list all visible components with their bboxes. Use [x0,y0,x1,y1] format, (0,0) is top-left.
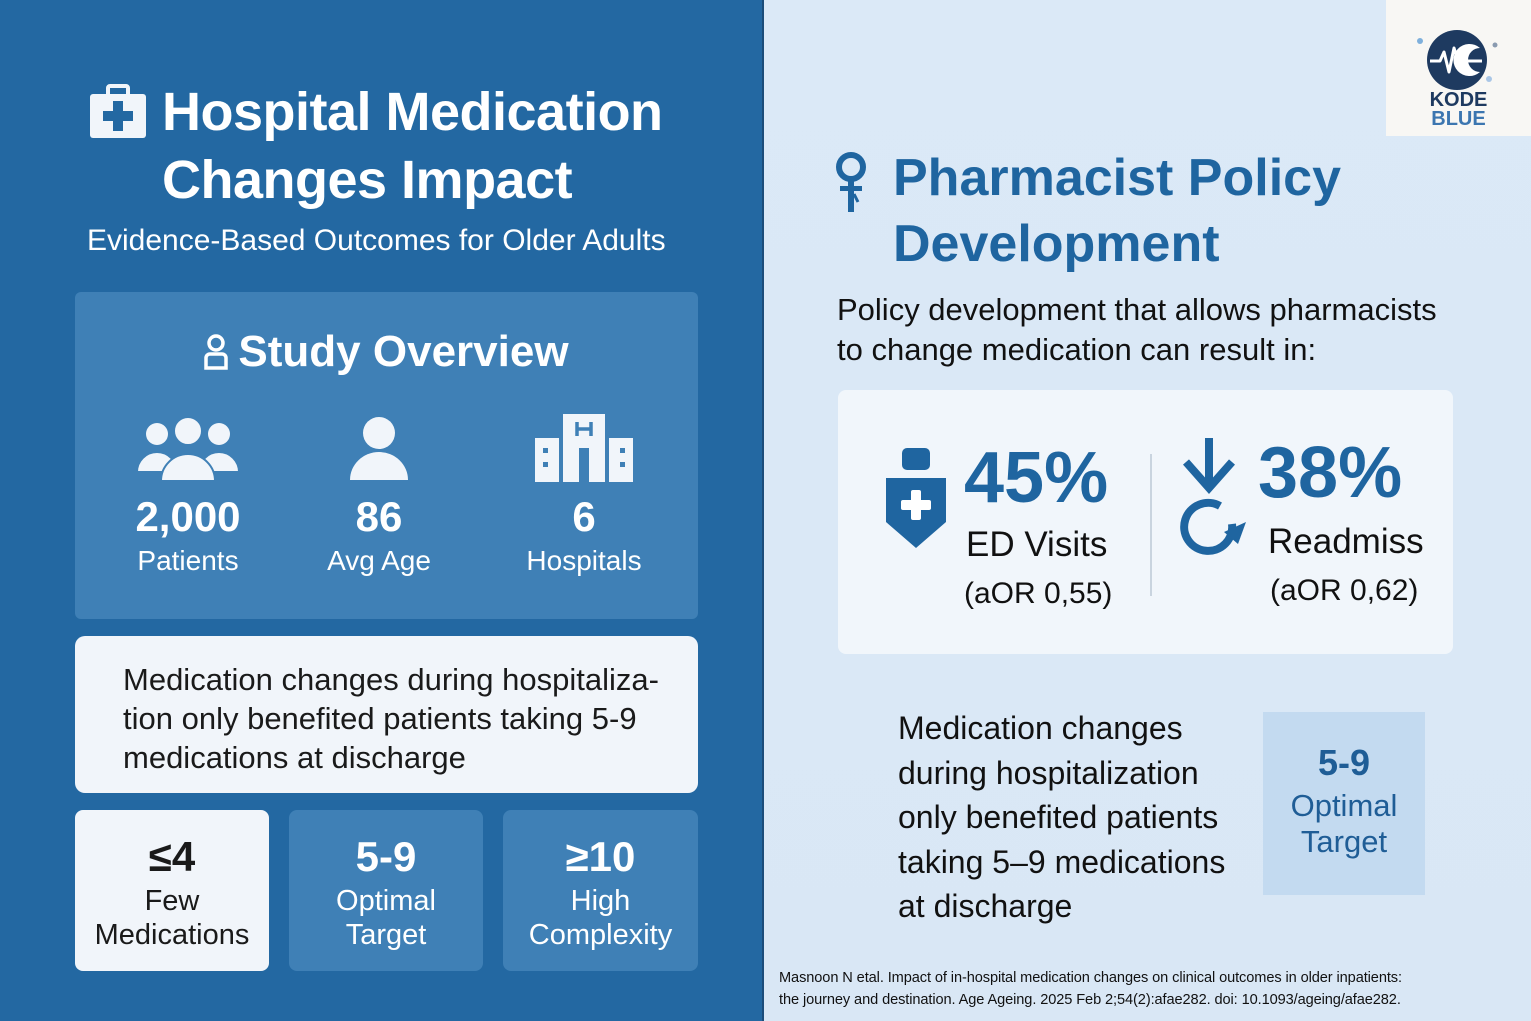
finding-line: Medication changes during hospitaliza- [123,662,659,697]
logo-text-blue: BLUE [1431,108,1486,130]
right-finding-text: Medication changes during hospitalizatio… [898,706,1248,929]
down-arrow-refresh-icon [1180,438,1246,555]
target-label: Target [1300,824,1388,859]
tier-label: High [570,885,631,917]
citation-line: the journey and destination. Age Ageing.… [779,992,1401,1008]
finding-card: Medication changes during hospitaliza- t… [75,636,698,793]
stat-avg-age: 86 Avg Age [279,410,479,578]
stat-value: 6 [572,493,596,540]
stat-patients: 2,000 Patients [88,410,288,578]
hospital-icon [535,414,633,482]
finding-line: at discharge [898,888,1073,924]
tier-label: Medications [94,919,250,951]
citation-line: Masnoon N etal. Impact of in-hospital me… [779,970,1402,986]
tier-label: Few [144,885,200,917]
shield-plus-icon [886,448,946,548]
user-outline-icon [204,334,229,370]
logo-text-kode: KODE [1429,89,1488,111]
finding-line: during hospitalization [898,754,1199,791]
tier-label: Complexity [528,919,673,951]
study-overview-card: Study Overview 2,000 Patients [75,292,698,619]
finding-line: medications at discharge [123,740,466,775]
stat-label: Patients [137,545,239,576]
finding-line: tion only benefited patients taking 5-9 [123,701,637,736]
ed-visits-label: ED Visits [966,525,1108,564]
policy-description: Policy development that allows pharmacis… [837,290,1477,370]
title-line-1: Hospital Medication [162,82,663,142]
citation: Masnoon N etal. Impact of in-hospital me… [779,967,1519,1011]
brand-logo: KODE BLUE [1386,0,1531,136]
description-line: Policy development that allows pharmacis… [837,292,1437,327]
tier-high-complexity: ≥10 High Complexity [503,810,698,971]
readmission-aor: (aOR 0,62) [1270,574,1419,607]
ed-visits-aor: (aOR 0,55) [964,577,1113,610]
tier-few-medications: ≤4 Few Medications [75,810,269,971]
tier-optimal-target: 5-9 Optimal Target [289,810,483,971]
readmission-label: Readmiss [1268,522,1424,561]
key-icon [836,152,866,212]
readmission-percent: 38% [1258,433,1403,513]
results-card: 45% ED Visits (aOR 0,55) 38% Readmiss (a… [838,390,1453,654]
tier-label: Target [345,919,427,951]
policy-title-line-1: Pharmacist Policy [893,149,1341,207]
tier-value: 5-9 [355,833,417,880]
subtitle: Evidence-Based Outcomes for Older Adults [87,224,666,257]
group-icon [135,416,241,482]
finding-line: Medication changes [898,710,1183,746]
tier-value: ≥10 [565,833,636,880]
policy-title-line-2: Development [893,215,1220,273]
optimal-target-badge: 5-9 Optimal Target [1263,712,1425,895]
tier-label: Optimal [336,885,436,917]
finding-line: only benefited patients [898,799,1219,835]
medical-kit-icon [90,84,146,138]
study-overview-title: Study Overview [238,327,569,376]
person-icon [350,417,408,480]
description-line: to change medication can result in: [837,332,1317,367]
left-panel: Hospital Medication Changes Impact Evide… [0,0,762,1021]
stat-value: 2,000 [135,493,241,540]
ed-visits-percent: 45% [964,438,1109,518]
finding-line: taking 5–9 medications [898,843,1226,880]
study-overview-heading: Study Overview [75,322,698,382]
policy-title: Pharmacist Policy Development [893,145,1341,277]
stat-value: 86 [355,493,403,540]
heartbeat-logo-icon [1417,30,1498,90]
results-divider [1150,454,1152,596]
stat-label: Avg Age [327,545,431,576]
title-line-2: Changes Impact [162,150,573,210]
target-label: Optimal [1290,788,1398,823]
stat-label: Hospitals [526,545,642,576]
page-title: Hospital Medication Changes Impact [162,78,663,214]
tier-value: ≤4 [148,833,196,880]
target-value: 5-9 [1317,742,1371,783]
stat-hospitals: 6 Hospitals [484,410,684,578]
